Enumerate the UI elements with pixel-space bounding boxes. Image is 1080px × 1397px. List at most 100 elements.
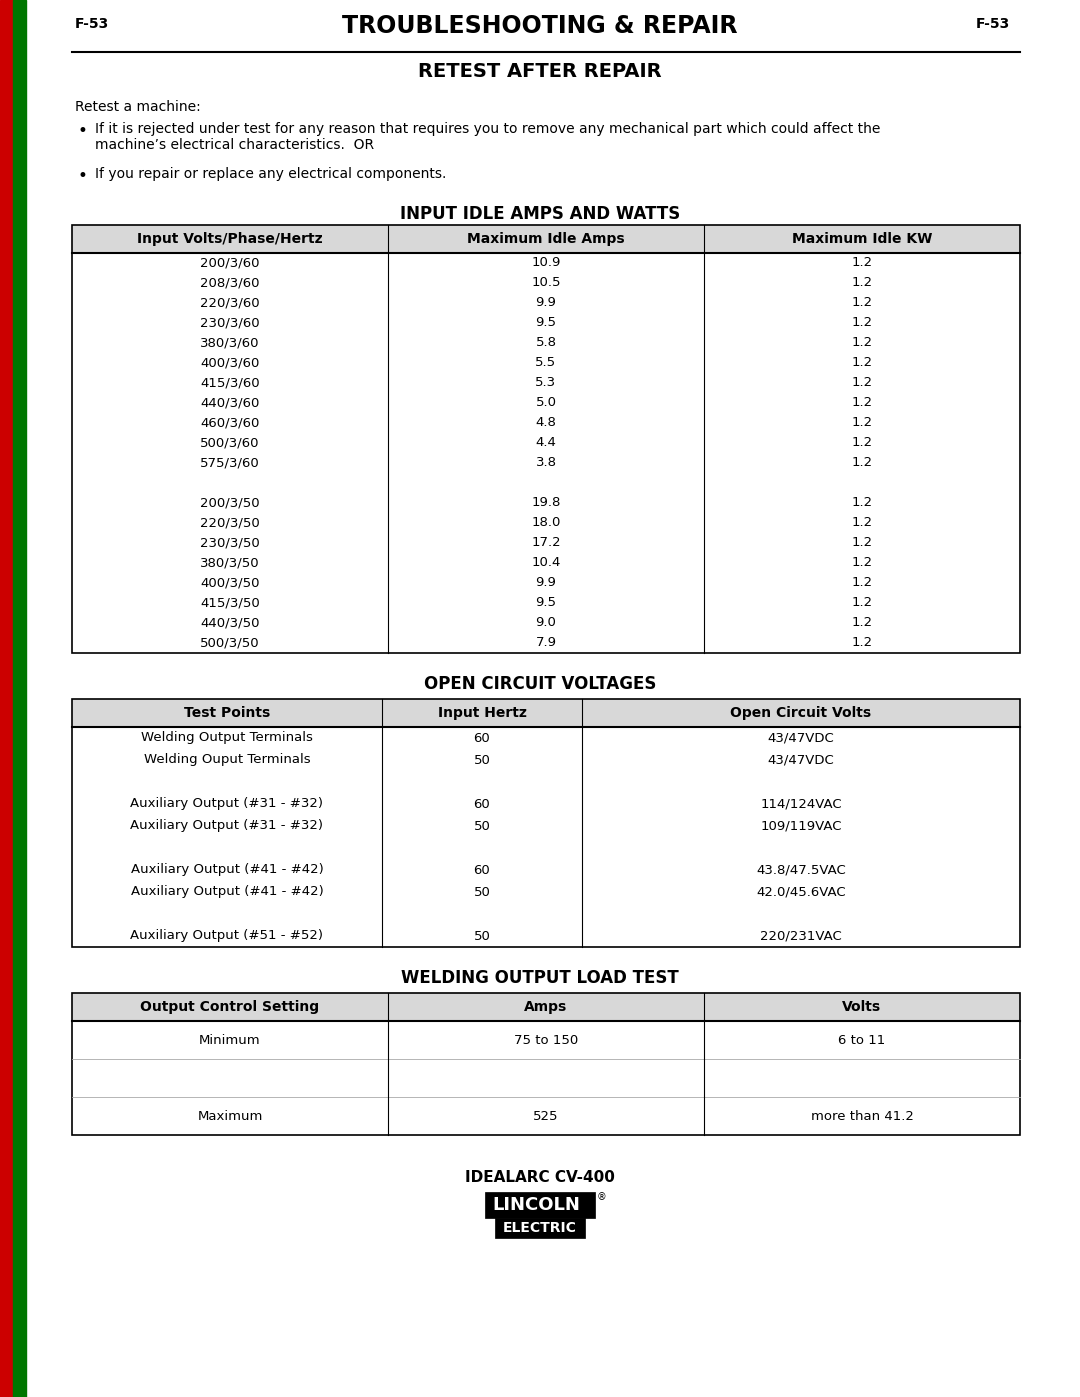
Text: 9.5: 9.5 — [536, 597, 556, 609]
Text: Return to Master TOC: Return to Master TOC — [15, 1115, 24, 1225]
Bar — [72, 225, 1020, 652]
Text: Return to Master TOC: Return to Master TOC — [15, 735, 24, 845]
Text: Auxiliary Output (#41 - #42): Auxiliary Output (#41 - #42) — [131, 886, 323, 898]
Bar — [72, 698, 1020, 947]
Text: F-53: F-53 — [75, 17, 109, 31]
Text: 5.3: 5.3 — [536, 377, 556, 390]
Text: 500/3/50: 500/3/50 — [200, 637, 260, 650]
Text: 220/3/50: 220/3/50 — [200, 517, 260, 529]
Text: Welding Ouput Terminals: Welding Ouput Terminals — [144, 753, 310, 767]
Text: If you repair or replace any electrical components.: If you repair or replace any electrical … — [95, 168, 446, 182]
Bar — [72, 225, 1020, 253]
Text: ®: ® — [597, 1192, 607, 1201]
Bar — [485, 1192, 595, 1218]
Text: If it is rejected under test for any reason that requires you to remove any mech: If it is rejected under test for any rea… — [95, 122, 880, 136]
Text: 4.4: 4.4 — [536, 436, 556, 450]
Text: 380/3/50: 380/3/50 — [200, 556, 260, 570]
Text: 1.2: 1.2 — [851, 377, 873, 390]
Text: 1.2: 1.2 — [851, 296, 873, 310]
Text: LINCOLN: LINCOLN — [492, 1196, 580, 1214]
Text: Amps: Amps — [525, 1000, 568, 1014]
Text: 1.2: 1.2 — [851, 517, 873, 529]
Text: 109/119VAC: 109/119VAC — [760, 820, 841, 833]
Text: 60: 60 — [474, 798, 490, 810]
Text: 220/3/60: 220/3/60 — [200, 296, 260, 310]
Text: Return to Section TOC: Return to Section TOC — [2, 1113, 11, 1227]
Text: 1.2: 1.2 — [851, 337, 873, 349]
Text: 400/3/50: 400/3/50 — [200, 577, 260, 590]
Text: 18.0: 18.0 — [531, 517, 561, 529]
Text: RETEST AFTER REPAIR: RETEST AFTER REPAIR — [418, 61, 662, 81]
Text: 10.5: 10.5 — [531, 277, 561, 289]
Bar — [13, 0, 26, 1397]
Text: more than 41.2: more than 41.2 — [811, 1109, 914, 1123]
Text: 1.2: 1.2 — [851, 416, 873, 429]
Text: 440/3/60: 440/3/60 — [200, 397, 259, 409]
Text: 415/3/50: 415/3/50 — [200, 597, 260, 609]
Text: 1.2: 1.2 — [851, 577, 873, 590]
Text: 400/3/60: 400/3/60 — [200, 356, 259, 369]
Text: 4.8: 4.8 — [536, 416, 556, 429]
Text: 1.2: 1.2 — [851, 616, 873, 630]
Text: •: • — [78, 122, 87, 140]
Text: 1.2: 1.2 — [851, 436, 873, 450]
Text: 1.2: 1.2 — [851, 317, 873, 330]
Text: 575/3/60: 575/3/60 — [200, 457, 260, 469]
Text: 9.0: 9.0 — [536, 616, 556, 630]
Text: 50: 50 — [473, 929, 490, 943]
Text: 114/124VAC: 114/124VAC — [760, 798, 841, 810]
Text: Test Points: Test Points — [184, 705, 270, 719]
Text: 43/47VDC: 43/47VDC — [768, 732, 835, 745]
Text: 500/3/60: 500/3/60 — [200, 436, 260, 450]
Text: Input Hertz: Input Hertz — [437, 705, 526, 719]
Text: Maximum: Maximum — [198, 1109, 262, 1123]
Text: 1.2: 1.2 — [851, 356, 873, 369]
Text: 5.8: 5.8 — [536, 337, 556, 349]
Text: 9.5: 9.5 — [536, 317, 556, 330]
Text: Auxiliary Output (#31 - #32): Auxiliary Output (#31 - #32) — [131, 820, 324, 833]
Text: INPUT IDLE AMPS AND WATTS: INPUT IDLE AMPS AND WATTS — [400, 205, 680, 224]
Text: Return to Master TOC: Return to Master TOC — [15, 444, 24, 556]
Text: Input Volts/Phase/Hertz: Input Volts/Phase/Hertz — [137, 232, 323, 246]
Text: 230/3/50: 230/3/50 — [200, 536, 260, 549]
Text: Return to Section TOC: Return to Section TOC — [2, 443, 11, 557]
Text: Minimum: Minimum — [199, 1034, 260, 1046]
Text: 60: 60 — [474, 732, 490, 745]
Text: Return to Section TOC: Return to Section TOC — [2, 733, 11, 847]
Text: Retest a machine:: Retest a machine: — [75, 101, 201, 115]
Text: 6 to 11: 6 to 11 — [838, 1034, 886, 1046]
Text: Auxiliary Output (#31 - #32): Auxiliary Output (#31 - #32) — [131, 798, 324, 810]
Text: Maximum Idle Amps: Maximum Idle Amps — [468, 232, 625, 246]
Text: 1.2: 1.2 — [851, 637, 873, 650]
Text: 1.2: 1.2 — [851, 457, 873, 469]
Text: 50: 50 — [473, 820, 490, 833]
Text: 208/3/60: 208/3/60 — [200, 277, 260, 289]
Text: 230/3/60: 230/3/60 — [200, 317, 260, 330]
Text: Return to Master TOC: Return to Master TOC — [15, 137, 24, 247]
Text: TROUBLESHOOTING & REPAIR: TROUBLESHOOTING & REPAIR — [342, 14, 738, 38]
Text: 60: 60 — [474, 863, 490, 876]
Text: 75 to 150: 75 to 150 — [514, 1034, 578, 1046]
Text: 1.2: 1.2 — [851, 556, 873, 570]
Text: 7.9: 7.9 — [536, 637, 556, 650]
Text: 10.9: 10.9 — [531, 257, 561, 270]
Text: ELECTRIC: ELECTRIC — [503, 1221, 577, 1235]
Text: 1.2: 1.2 — [851, 397, 873, 409]
Text: 1.2: 1.2 — [851, 277, 873, 289]
Text: 17.2: 17.2 — [531, 536, 561, 549]
Text: 415/3/60: 415/3/60 — [200, 377, 260, 390]
Text: WELDING OUTPUT LOAD TEST: WELDING OUTPUT LOAD TEST — [401, 970, 679, 988]
Text: Open Circuit Volts: Open Circuit Volts — [730, 705, 872, 719]
Text: 440/3/50: 440/3/50 — [200, 616, 260, 630]
Text: machine’s electrical characteristics.  OR: machine’s electrical characteristics. OR — [95, 138, 374, 152]
Text: 42.0/45.6VAC: 42.0/45.6VAC — [756, 886, 846, 898]
Text: Output Control Setting: Output Control Setting — [140, 1000, 320, 1014]
Bar — [72, 993, 1020, 1021]
Text: Auxiliary Output (#41 - #42): Auxiliary Output (#41 - #42) — [131, 863, 323, 876]
Text: 220/231VAC: 220/231VAC — [760, 929, 842, 943]
Text: 1.2: 1.2 — [851, 257, 873, 270]
Text: 1.2: 1.2 — [851, 536, 873, 549]
Text: Maximum Idle KW: Maximum Idle KW — [792, 232, 932, 246]
Text: 525: 525 — [534, 1109, 558, 1123]
Text: Welding Output Terminals: Welding Output Terminals — [141, 732, 313, 745]
